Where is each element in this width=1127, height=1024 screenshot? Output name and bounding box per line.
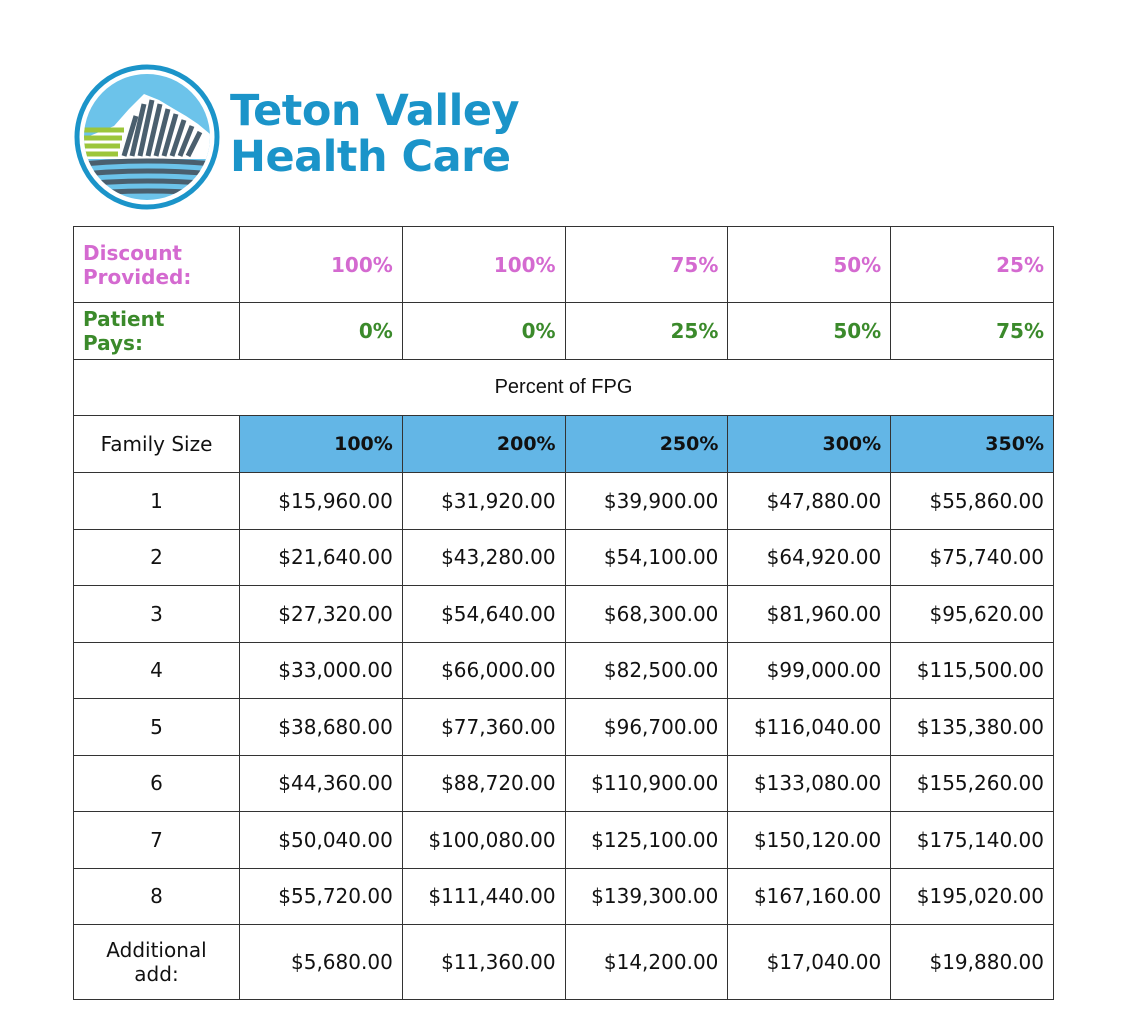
discount-value: 25%	[890, 226, 1054, 303]
patient-pays-label: Patient Pays:	[73, 302, 240, 360]
income-threshold-cell: $68,300.00	[564, 585, 729, 643]
income-threshold-cell: $139,300.00	[564, 867, 729, 925]
income-threshold-cell: $54,640.00	[401, 585, 566, 643]
income-threshold-cell: $11,360.00	[401, 924, 566, 1000]
table-row: Additional add: $5,680.00 $11,360.00 $14,20…	[73, 924, 1054, 1000]
income-threshold-cell: $125,100.00	[564, 811, 729, 869]
income-threshold-cell: $15,960.00	[239, 472, 403, 530]
income-threshold-cell: $55,860.00	[890, 472, 1054, 530]
family-size-cell: Additional add:	[73, 924, 240, 1000]
discount-value: 75%	[564, 226, 729, 303]
fpg-column-header: 100%	[239, 415, 403, 473]
fpg-column-header: 250%	[564, 415, 729, 473]
income-threshold-cell: $167,160.00	[727, 867, 892, 925]
income-threshold-cell: $38,680.00	[239, 698, 403, 756]
fpg-title: Percent of FPG	[73, 359, 1054, 416]
income-threshold-cell: $133,080.00	[727, 754, 892, 812]
family-size-cell: 4	[73, 641, 240, 699]
table-row: 3 $27,320.00 $54,640.00 $68,300.00 $81,960.0…	[73, 585, 1054, 643]
income-threshold-cell: $27,320.00	[239, 585, 403, 643]
income-threshold-cell: $155,260.00	[890, 754, 1054, 812]
column-header-row: Family Size 100% 200% 250% 300% 350%	[73, 415, 1054, 473]
income-threshold-cell: $33,000.00	[239, 641, 403, 699]
table-row: 4 $33,000.00 $66,000.00 $82,500.00 $99,000.0…	[73, 641, 1054, 699]
income-threshold-cell: $64,920.00	[727, 528, 892, 586]
income-threshold-cell: $175,140.00	[890, 811, 1054, 869]
income-threshold-cell: $31,920.00	[401, 472, 566, 530]
income-threshold-cell: $111,440.00	[401, 867, 566, 925]
fpg-column-header: 350%	[890, 415, 1054, 473]
family-size-cell: 6	[73, 754, 240, 812]
income-threshold-cell: $54,100.00	[564, 528, 729, 586]
income-threshold-cell: $135,380.00	[890, 698, 1054, 756]
table-row: 6 $44,360.00 $88,720.00 $110,900.00 $133,080…	[73, 754, 1054, 812]
discount-label: Discount Provided:	[73, 226, 240, 303]
table-row: 8 $55,720.00 $111,440.00 $139,300.00 $167,16…	[73, 867, 1054, 925]
brand-line-1: Teton Valley	[230, 86, 520, 136]
income-threshold-cell: $110,900.00	[564, 754, 729, 812]
income-threshold-cell: $100,080.00	[401, 811, 566, 869]
income-threshold-cell: $88,720.00	[401, 754, 566, 812]
income-threshold-cell: $116,040.00	[727, 698, 892, 756]
table-row: 7 $50,040.00 $100,080.00 $125,100.00 $150,12…	[73, 811, 1054, 869]
income-threshold-cell: $17,040.00	[727, 924, 892, 1000]
table-row: 2 $21,640.00 $43,280.00 $54,100.00 $64,920.0…	[73, 528, 1054, 586]
income-threshold-cell: $150,120.00	[727, 811, 892, 869]
income-threshold-cell: $82,500.00	[564, 641, 729, 699]
table-row: 1 $15,960.00 $31,920.00 $39,900.00 $47,880.0…	[73, 472, 1054, 530]
patient-pays-row: Patient Pays: 0% 0% 25% 50% 75%	[73, 302, 1054, 360]
income-threshold-cell: $55,720.00	[239, 867, 403, 925]
patient-pays-value: 75%	[890, 302, 1054, 360]
income-threshold-cell: $195,020.00	[890, 867, 1054, 925]
fpg-column-header: 200%	[401, 415, 566, 473]
discount-value: 50%	[727, 226, 892, 303]
income-threshold-cell: $21,640.00	[239, 528, 403, 586]
income-threshold-cell: $5,680.00	[239, 924, 403, 1000]
family-size-cell: 8	[73, 867, 240, 925]
table-row: 5 $38,680.00 $77,360.00 $96,700.00 $116,040.…	[73, 698, 1054, 756]
patient-pays-value: 50%	[727, 302, 892, 360]
patient-pays-value: 0%	[401, 302, 566, 360]
patient-pays-value: 0%	[239, 302, 403, 360]
discount-row: Discount Provided: 100% 100% 75% 50% 25%	[73, 226, 1054, 303]
patient-pays-value: 25%	[564, 302, 729, 360]
income-threshold-cell: $95,620.00	[890, 585, 1054, 643]
income-threshold-cell: $77,360.00	[401, 698, 566, 756]
income-threshold-cell: $14,200.00	[564, 924, 729, 1000]
income-threshold-cell: $39,900.00	[564, 472, 729, 530]
family-size-cell: 3	[73, 585, 240, 643]
discount-value: 100%	[239, 226, 403, 303]
income-threshold-cell: $99,000.00	[727, 641, 892, 699]
discount-value: 100%	[401, 226, 566, 303]
income-threshold-cell: $50,040.00	[239, 811, 403, 869]
family-size-cell: 5	[73, 698, 240, 756]
income-threshold-cell: $115,500.00	[890, 641, 1054, 699]
sliding-fee-table: Discount Provided: 100% 100% 75% 50% 25%…	[73, 226, 1054, 1000]
income-threshold-cell: $44,360.00	[239, 754, 403, 812]
family-size-header: Family Size	[73, 415, 240, 473]
brand-wordmark: Teton Valley Health Care	[230, 86, 520, 182]
income-threshold-cell: $75,740.00	[890, 528, 1054, 586]
income-threshold-cell: $66,000.00	[401, 641, 566, 699]
family-size-cell: 2	[73, 528, 240, 586]
income-threshold-cell: $43,280.00	[401, 528, 566, 586]
income-threshold-cell: $96,700.00	[564, 698, 729, 756]
fpg-column-header: 300%	[727, 415, 892, 473]
brand-line-2: Health Care	[230, 132, 511, 182]
family-size-cell: 7	[73, 811, 240, 869]
family-size-cell: 1	[73, 472, 240, 530]
fpg-title-row: Percent of FPG	[73, 359, 1054, 416]
income-threshold-cell: $47,880.00	[727, 472, 892, 530]
income-threshold-cell: $81,960.00	[727, 585, 892, 643]
teton-valley-logo-icon	[74, 64, 220, 210]
income-threshold-cell: $19,880.00	[890, 924, 1054, 1000]
